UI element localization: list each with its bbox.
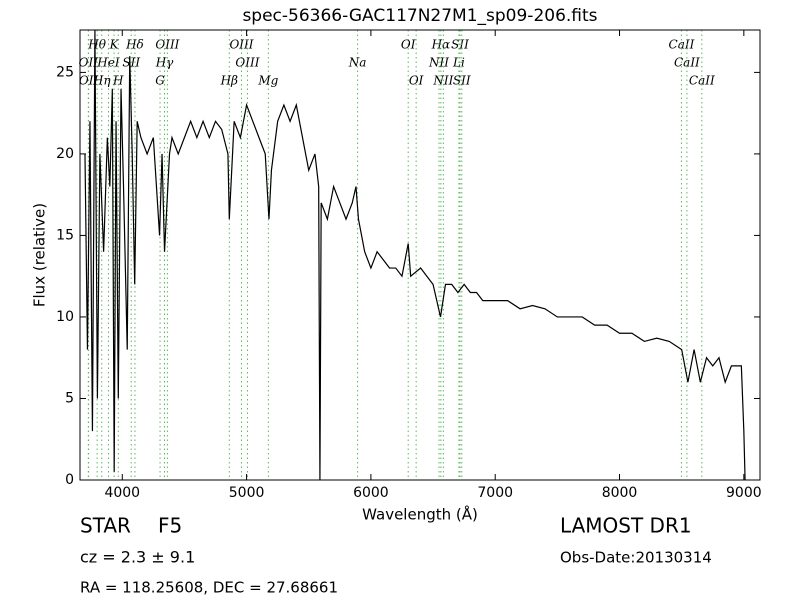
y-tick-label: 10: [56, 309, 74, 325]
spectral-line-label: OIII: [229, 38, 253, 52]
y-tick-label: 25: [56, 64, 74, 80]
spectral-line-label: Hθ: [87, 38, 106, 52]
spectral-line-label: OIII: [235, 56, 259, 70]
spectral-line-label: SII: [122, 56, 140, 70]
x-tick-label: 7000: [477, 485, 513, 501]
x-tick-label: 8000: [602, 485, 638, 501]
spectral-line-label: Hδ: [125, 38, 144, 52]
spectral-line-label: Mg: [257, 74, 278, 88]
spectral-line-label: Na: [348, 56, 367, 70]
y-tick-label: 15: [56, 227, 74, 243]
y-tick-label: 5: [65, 390, 74, 406]
spectral-line-label: CaII: [669, 38, 695, 52]
survey: LAMOST DR1: [560, 514, 692, 538]
x-tick-label: 9000: [726, 485, 762, 501]
spectral-line-label: Hη: [92, 74, 111, 88]
spectral-line-label: NII: [428, 56, 449, 70]
y-tick-label: 0: [65, 472, 74, 488]
spectral-line-label: CaII: [689, 74, 715, 88]
y-axis-label: Flux (relative): [31, 203, 49, 307]
spectral-line-label: OI: [401, 38, 416, 52]
subclass: F5: [158, 514, 182, 538]
x-tick-label: 6000: [353, 485, 389, 501]
spectral-line-label: G: [155, 74, 165, 88]
spectral-line-label: HeI: [96, 56, 120, 70]
x-tick-label: 5000: [229, 485, 265, 501]
spectral-line-label: Li: [452, 56, 465, 70]
chart-title: spec-56366-GAC117N27M1_sp09-206.fits: [242, 6, 597, 26]
x-axis-label: Wavelength (Å): [362, 505, 478, 524]
spectral-line-label: OII: [79, 74, 99, 88]
spectral-line-label: OI: [409, 74, 424, 88]
coords: RA = 118.25608, DEC = 27.68661: [80, 579, 338, 597]
object-class: STAR: [80, 514, 131, 538]
obs-date: Obs-Date:20130314: [560, 549, 712, 567]
spectral-line-label: OIII: [155, 38, 179, 52]
redshift: cz = 2.3 ± 9.1: [80, 548, 195, 567]
spectral-line-label: Hα: [431, 38, 451, 52]
spectrum-line: [84, 30, 746, 480]
plot-frame: [79, 29, 761, 481]
spectral-line-label: Hγ: [155, 56, 174, 70]
spectral-line-label: SII: [451, 38, 469, 52]
spectral-line-label: K: [109, 38, 120, 52]
spectral-line-label: Hβ: [220, 74, 238, 88]
y-tick-label: 20: [56, 146, 74, 162]
spectral-line-label: CaII: [674, 56, 700, 70]
x-tick-label: 4000: [104, 485, 140, 501]
spectral-line-label: H: [112, 74, 124, 88]
spectral-line-label: NII: [432, 74, 453, 88]
spectral-line-label: SII: [453, 74, 471, 88]
